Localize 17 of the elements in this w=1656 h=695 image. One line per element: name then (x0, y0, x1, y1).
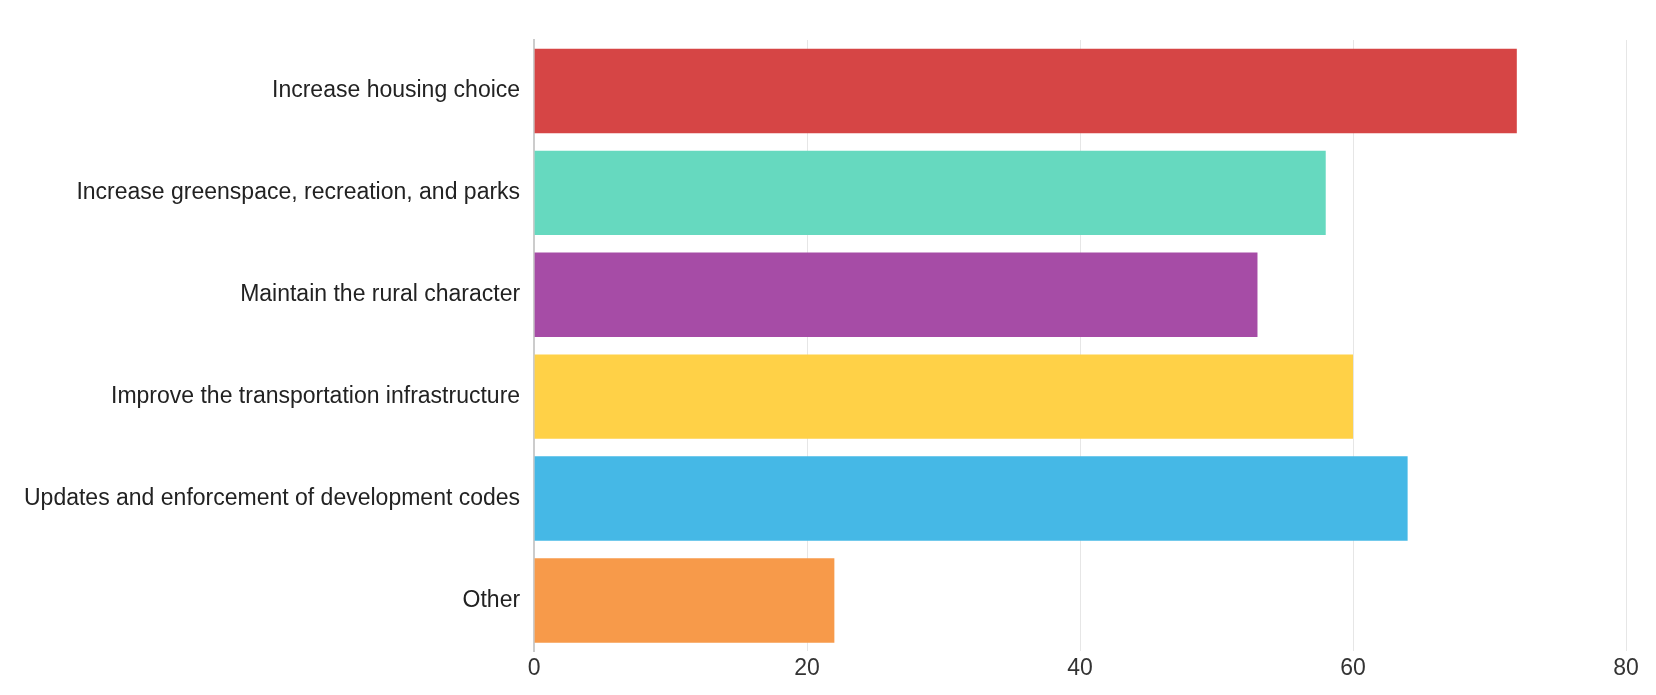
y-tick-label: Updates and enforcement of development codes (23, 483, 521, 510)
y-tick-label: Improve the transportation infrastructure (111, 381, 521, 408)
bar (534, 456, 1408, 541)
y-tick-label: Increase greenspace, recreation, and parks (76, 178, 521, 205)
y-tick-label: Other (462, 585, 521, 612)
bar (534, 150, 1326, 236)
x-tick-label: 60 (1340, 653, 1366, 680)
bar (534, 252, 1258, 337)
bar (534, 48, 1517, 134)
bar (534, 558, 835, 643)
bar (534, 354, 1354, 439)
x-tick-label: 80 (1613, 653, 1639, 680)
x-tick-label: 0 (527, 653, 541, 680)
y-tick-label: Maintain the rural character (240, 280, 521, 307)
x-tick-label: 40 (1067, 653, 1093, 680)
x-tick-label: 20 (794, 653, 820, 680)
y-tick-label: Increase housing choice (272, 76, 521, 103)
